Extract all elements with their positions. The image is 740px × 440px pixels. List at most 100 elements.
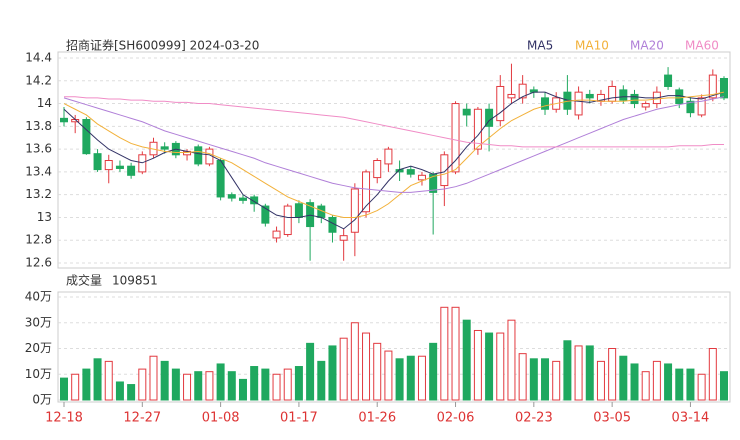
volume-bar [227, 371, 236, 401]
volume-bar [93, 358, 102, 401]
volume-bar [261, 368, 270, 401]
candle-body [160, 146, 169, 150]
volume-bar [652, 360, 661, 401]
volume-bar [708, 348, 717, 401]
volume-bar [675, 368, 684, 401]
ma-line [64, 96, 724, 148]
candle-body [283, 205, 292, 236]
legend-entry: MA5 [527, 39, 553, 53]
candle-body [608, 85, 617, 102]
volume-bar [462, 319, 471, 401]
y-tick-label: 13 [37, 210, 52, 224]
volume-bar [115, 381, 124, 401]
ma-line [63, 96, 725, 193]
candle-body [238, 197, 247, 201]
volume-bar [138, 368, 147, 401]
candle-body [216, 160, 225, 198]
candle-body [574, 91, 583, 116]
volume-tick-label: 40万 [25, 290, 52, 304]
candle-body [720, 78, 728, 99]
candle-body [194, 146, 203, 165]
volume-bar [552, 360, 561, 401]
volume-tick-label: 0万 [32, 393, 52, 407]
volume-bar [82, 368, 91, 401]
x-tick-label: 03-14 [672, 411, 710, 426]
volume-tick-label: 10万 [25, 367, 52, 381]
volume-bar [127, 384, 136, 401]
candle-body [82, 119, 91, 155]
candle-body [362, 171, 371, 213]
volume-bar [373, 342, 382, 401]
volume-bar [518, 353, 527, 401]
volume-bar [574, 345, 583, 401]
y-tick-label: 13.2 [25, 187, 52, 201]
volume-bar [283, 368, 292, 401]
candle-body [350, 188, 359, 233]
candle-body [261, 205, 270, 224]
volume-bar [417, 355, 426, 401]
x-tick-label: 02-23 [515, 411, 553, 426]
ma-line [63, 91, 725, 218]
volume-bar [686, 368, 695, 401]
y-tick-label: 12.8 [25, 233, 52, 247]
volume-bar [160, 360, 169, 401]
candle-body [708, 74, 717, 99]
volume-bar [183, 373, 192, 401]
price-frame [57, 51, 731, 269]
x-tick-label: 01-08 [202, 411, 240, 426]
candle-body [630, 93, 639, 105]
y-tick-label: 14.2 [25, 73, 52, 87]
volume-bar [317, 360, 326, 401]
legend-entry: MA10 [575, 39, 609, 53]
volume-bar [496, 332, 505, 401]
candle-body [339, 235, 348, 241]
x-tick-label: 01-26 [358, 411, 396, 426]
volume-bar [429, 342, 438, 401]
volume-bar [585, 345, 594, 401]
candle-body [496, 85, 505, 122]
volume-bar [406, 355, 415, 401]
x-tick-label: 12-27 [123, 411, 161, 426]
volume-tick-label: 30万 [25, 315, 52, 329]
volume-bar [350, 322, 359, 401]
candle-body [384, 148, 393, 165]
volume-bar [473, 329, 482, 401]
volume-bar [541, 358, 550, 401]
candle-body [641, 103, 650, 108]
x-tick-label: 01-17 [280, 411, 318, 426]
candle-body [406, 169, 415, 175]
x-tick-label: 03-05 [593, 411, 631, 426]
volume-latest: 109851 [112, 274, 158, 288]
legend-entry: MA60 [685, 39, 719, 53]
x-tick-label: 02-06 [437, 411, 475, 426]
candle-body [585, 93, 594, 99]
volume-bar [619, 355, 628, 401]
volume-bar [339, 337, 348, 401]
x-tick-label: 12-18 [45, 411, 83, 426]
candle-body [664, 74, 673, 87]
volume-bar [395, 358, 404, 401]
candle-body [507, 93, 516, 99]
candle-body [462, 108, 471, 116]
candle-body [138, 154, 147, 173]
candle-body [60, 117, 68, 123]
candle-body [306, 202, 315, 228]
y-tick-label: 13.4 [25, 164, 52, 178]
volume-bar [60, 377, 68, 401]
volume-bar [250, 366, 259, 401]
volume-bar [294, 366, 303, 401]
volume-bar [440, 306, 449, 401]
y-tick-label: 12.6 [25, 256, 52, 270]
volume-bar [362, 332, 371, 401]
candle-body [127, 165, 136, 176]
volume-bar [194, 371, 203, 401]
candle-body [697, 97, 706, 116]
volume-bar [149, 355, 158, 401]
volume-bar [238, 378, 247, 401]
candle-body [104, 160, 113, 171]
volume-tick-label: 20万 [25, 341, 52, 355]
volume-bar [306, 342, 315, 401]
volume-bar [529, 358, 538, 401]
volume-bar [697, 373, 706, 401]
